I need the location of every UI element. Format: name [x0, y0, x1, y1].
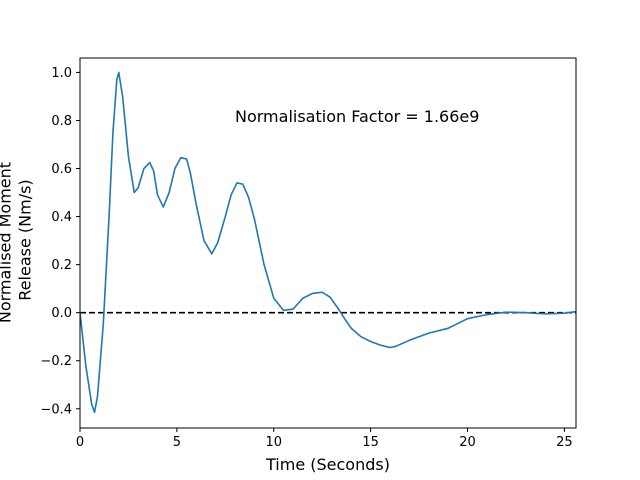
- y-axis-label-line-2: Release (Nm/s): [15, 179, 34, 300]
- y-tick-label: −0.4: [40, 402, 72, 417]
- x-tick-label: 15: [362, 435, 379, 450]
- y-tick-label: 0.2: [51, 258, 72, 273]
- x-tick-label: 20: [459, 435, 476, 450]
- annotation-normalisation-factor: Normalisation Factor = 1.66e9: [235, 107, 479, 126]
- x-tick-label: 0: [76, 435, 84, 450]
- y-tick-label: 0.4: [51, 210, 72, 225]
- y-axis-label: Normalised Moment Release (Nm/s): [0, 157, 34, 323]
- y-axis-label-line-1: Normalised Moment: [0, 162, 14, 323]
- y-tick-label: 0.6: [51, 162, 72, 177]
- series-line-0: [80, 71, 576, 414]
- y-tick-label: 0.0: [51, 306, 72, 321]
- y-tick-label: 1.0: [51, 66, 72, 81]
- x-tick-label: 10: [265, 435, 282, 450]
- y-tick-label: −0.2: [40, 354, 72, 369]
- plot-frame: [79, 57, 577, 429]
- x-axis-label: Time (Seconds): [265, 455, 390, 474]
- x-tick-label: 25: [556, 435, 573, 450]
- x-tick-label: 5: [173, 435, 181, 450]
- y-tick-label: 0.8: [51, 114, 72, 129]
